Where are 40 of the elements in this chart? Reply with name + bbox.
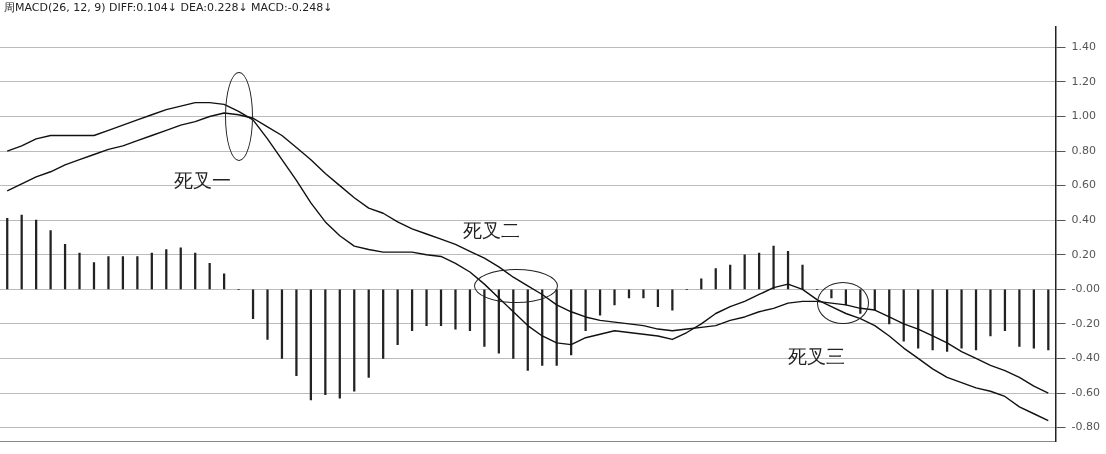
bar	[483, 289, 486, 347]
y-tick-label: 0.80	[1071, 143, 1097, 157]
bar	[743, 254, 746, 290]
bar	[1018, 289, 1021, 347]
bar	[78, 252, 81, 290]
bar	[627, 289, 631, 299]
bar	[396, 289, 399, 345]
bar	[439, 289, 443, 326]
bar	[801, 264, 804, 290]
annotation: 死叉三	[788, 345, 846, 368]
bar	[656, 289, 660, 307]
bar	[989, 289, 992, 337]
y-tick-label: -0.00	[1071, 282, 1101, 296]
bar	[960, 289, 963, 349]
y-tick-label: 1.00	[1071, 109, 1097, 123]
bar	[251, 289, 255, 320]
annotation: 死叉一	[173, 169, 231, 192]
bar	[295, 289, 298, 377]
y-tick-label: 1.40	[1071, 40, 1097, 54]
y-tick-label: -0.60	[1071, 385, 1101, 399]
y-tick-label: -0.40	[1071, 351, 1101, 365]
bar	[613, 289, 616, 306]
bar	[425, 289, 428, 326]
annotation: 死叉二	[463, 219, 521, 242]
y-tick-label: 0.60	[1071, 178, 1097, 192]
bar	[266, 289, 269, 340]
y-tick-label: 1.20	[1071, 74, 1097, 88]
bar	[107, 256, 110, 290]
bar	[454, 289, 457, 330]
bar	[642, 289, 645, 299]
y-tick-label: -0.20	[1071, 316, 1101, 330]
bar	[772, 245, 775, 290]
chart-title: 周MACD(26, 12, 9) DIFF:0.104↓ DEA:0.228↓ MACD:-0.248↓	[4, 0, 333, 15]
bar	[584, 289, 587, 332]
bar	[49, 230, 52, 290]
bar	[598, 289, 602, 316]
y-tick-label: 0.20	[1071, 247, 1097, 261]
y-tick-label: 0.40	[1071, 213, 1097, 227]
bar	[830, 289, 833, 299]
y-tick-label: -0.80	[1071, 420, 1101, 434]
